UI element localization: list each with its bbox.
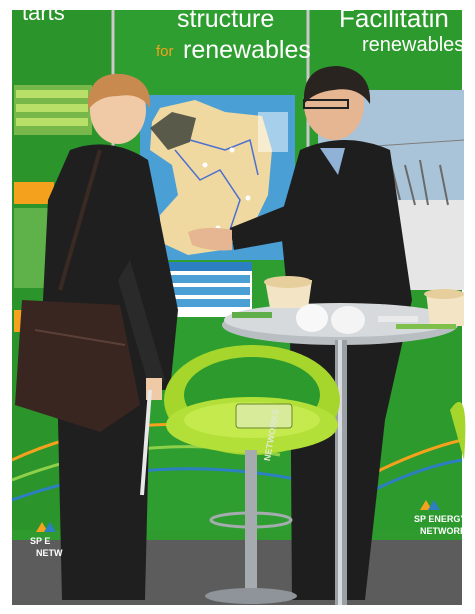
pylons [389, 159, 449, 206]
stool-base [205, 588, 297, 604]
person-hair [304, 66, 371, 104]
left-logo-line2: NETW [36, 548, 63, 558]
swirl [11, 467, 301, 502]
stool-edge [450, 401, 466, 460]
middle-banner-heading-line2: renewables [183, 36, 311, 64]
logo-mark [44, 522, 56, 532]
logo-mark [420, 500, 432, 510]
info-strip [16, 118, 88, 126]
shirt-collar [320, 148, 345, 175]
info-strip [16, 104, 88, 112]
folder-on-stool [235, 403, 293, 429]
right-banner-heading-line1: Facilitatin [339, 3, 449, 33]
stress-ball [296, 304, 328, 332]
paper-roll [140, 389, 152, 496]
map-legend [258, 112, 288, 152]
pen [378, 316, 418, 322]
bowl-rim [424, 289, 464, 299]
map-dot [202, 162, 208, 168]
orange-label [14, 182, 54, 204]
sweet-bowl [426, 292, 464, 326]
bag-seam [34, 329, 126, 346]
right-logo-line2: NETWORK [420, 526, 467, 536]
swirl [369, 438, 463, 477]
table-header [160, 262, 252, 271]
stool-footring [209, 511, 293, 529]
stool-post [245, 450, 257, 590]
table-row [162, 287, 250, 295]
map-line [189, 138, 259, 176]
pen [232, 312, 272, 318]
map-line [174, 149, 241, 231]
stress-ball [331, 306, 365, 334]
bag-strap [58, 149, 102, 291]
map-dot [245, 195, 251, 201]
table-row [162, 299, 250, 307]
pen [396, 324, 456, 329]
table-leg-highlight [338, 340, 342, 605]
eyeglasses [303, 99, 349, 109]
bowl-rim [264, 276, 312, 288]
left-logo-line1: SP E [30, 536, 51, 546]
person-hair [88, 73, 151, 110]
pointing-hand [188, 227, 232, 251]
logo-mark [428, 500, 440, 510]
person-arm [230, 200, 300, 250]
info-strip [16, 90, 88, 98]
shoulder-bag [15, 300, 140, 432]
right-banner-heading-line2: renewables [362, 34, 465, 56]
map-dark-region [150, 112, 196, 150]
middle-banner-heading-line1: structure [177, 5, 275, 33]
logo-mark [36, 522, 48, 532]
swirl [369, 458, 463, 494]
table-row [162, 275, 250, 283]
middle-banner-heading-for: for [156, 43, 174, 60]
right-logo-line1: SP ENERGY [414, 514, 467, 524]
person-arm [118, 260, 165, 390]
map-dot [229, 147, 235, 153]
left-banner-heading: tarts [22, 0, 65, 25]
